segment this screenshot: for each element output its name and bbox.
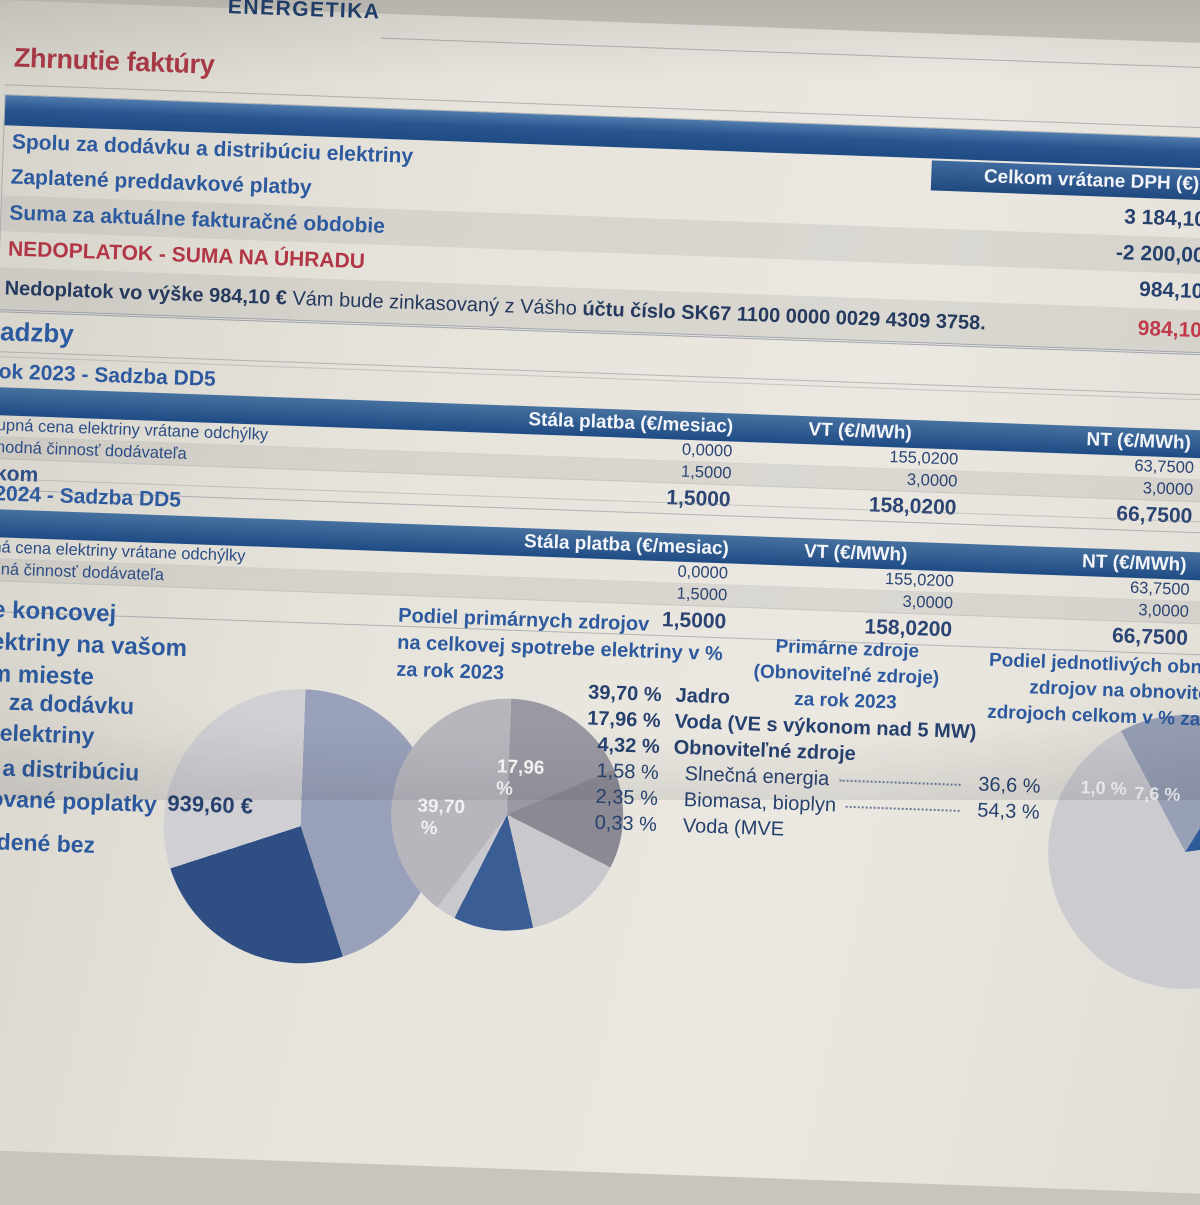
letterhead-rule	[380, 37, 1200, 81]
distribution-fees-value: 939,60 €	[166, 790, 254, 819]
invoice-summary-table: Spolu za dodávku a distribúciu elektriny…	[0, 94, 1200, 368]
renewables-pie-chart: 1,0 % 7,6 %	[1043, 710, 1200, 994]
letterhead-fragment: ENERGETIKA	[227, 0, 381, 24]
debit-note-account: účtu číslo SK67 1100 0000 0029 4309 3758…	[582, 297, 987, 334]
pie-slice-label: 7,6 %	[1133, 783, 1181, 805]
pie-slice-label: 17,96	[496, 756, 545, 779]
legend-value: 54,3 %	[976, 799, 1040, 824]
cost-item-label: ované poplatky	[0, 785, 158, 818]
cost-item-label: a distribúciu	[2, 754, 140, 786]
page-title: Zhrnutie faktúry	[13, 42, 216, 80]
legend-label: Slnečná energia	[684, 762, 830, 791]
energy-sources-legend: 39,70 % Jadro 17,96 % Voda (VE s výkonom…	[568, 681, 1043, 854]
legend-percent: 2,35 %	[595, 785, 659, 811]
legend-value: 36,6 %	[977, 773, 1041, 798]
rates-section-title: adzby	[0, 316, 75, 349]
legend-label: Voda (MVE	[682, 814, 785, 841]
legend-percent: 1,58 %	[596, 759, 660, 785]
cost-item-label: elektriny	[0, 719, 95, 749]
cost-item-label: edené bez	[0, 827, 96, 858]
legend-percent: 0,33 %	[594, 811, 658, 837]
legend-label: Jadro	[675, 684, 731, 709]
row-value: 3 184,10	[1123, 205, 1200, 232]
pie-slice-label: 39,70	[417, 795, 466, 819]
debit-note-body: Vám bude zinkasovaný z Vášho	[286, 286, 583, 320]
cost-item-label: za dodávku	[8, 688, 135, 720]
dotted-leader	[839, 779, 961, 786]
balance-due-value: 984,10	[1138, 277, 1200, 304]
cost-structure-heading: e koncovej ektriny na vašom m mieste	[0, 594, 189, 697]
legend-label: Biomasa, bioplyn	[683, 788, 837, 817]
legend-percent: 17,96 %	[586, 707, 662, 733]
pie-slice-label: 1,0 %	[1080, 777, 1127, 799]
energy-mix-section: 17,96 % 39,70 % 1,0 % 7,6 % e koncovej e…	[0, 596, 1200, 1175]
pie-slice-label: %	[420, 817, 438, 840]
primary-sources-heading: Podiel primárnych zdrojov na celkovej sp…	[396, 603, 724, 696]
dotted-leader	[845, 805, 960, 812]
row-label: Zaplatené preddavkové platby	[10, 165, 313, 200]
pie-slice-label: %	[495, 778, 514, 800]
debit-note-value: 984,10	[1137, 316, 1200, 343]
row-value: -2 200,00	[1115, 241, 1200, 268]
legend-percent: 39,70 %	[587, 681, 662, 707]
debit-note-amount: Nedoplatok vo výške 984,10 €	[4, 276, 288, 309]
legend-percent: 4,32 %	[597, 733, 661, 759]
